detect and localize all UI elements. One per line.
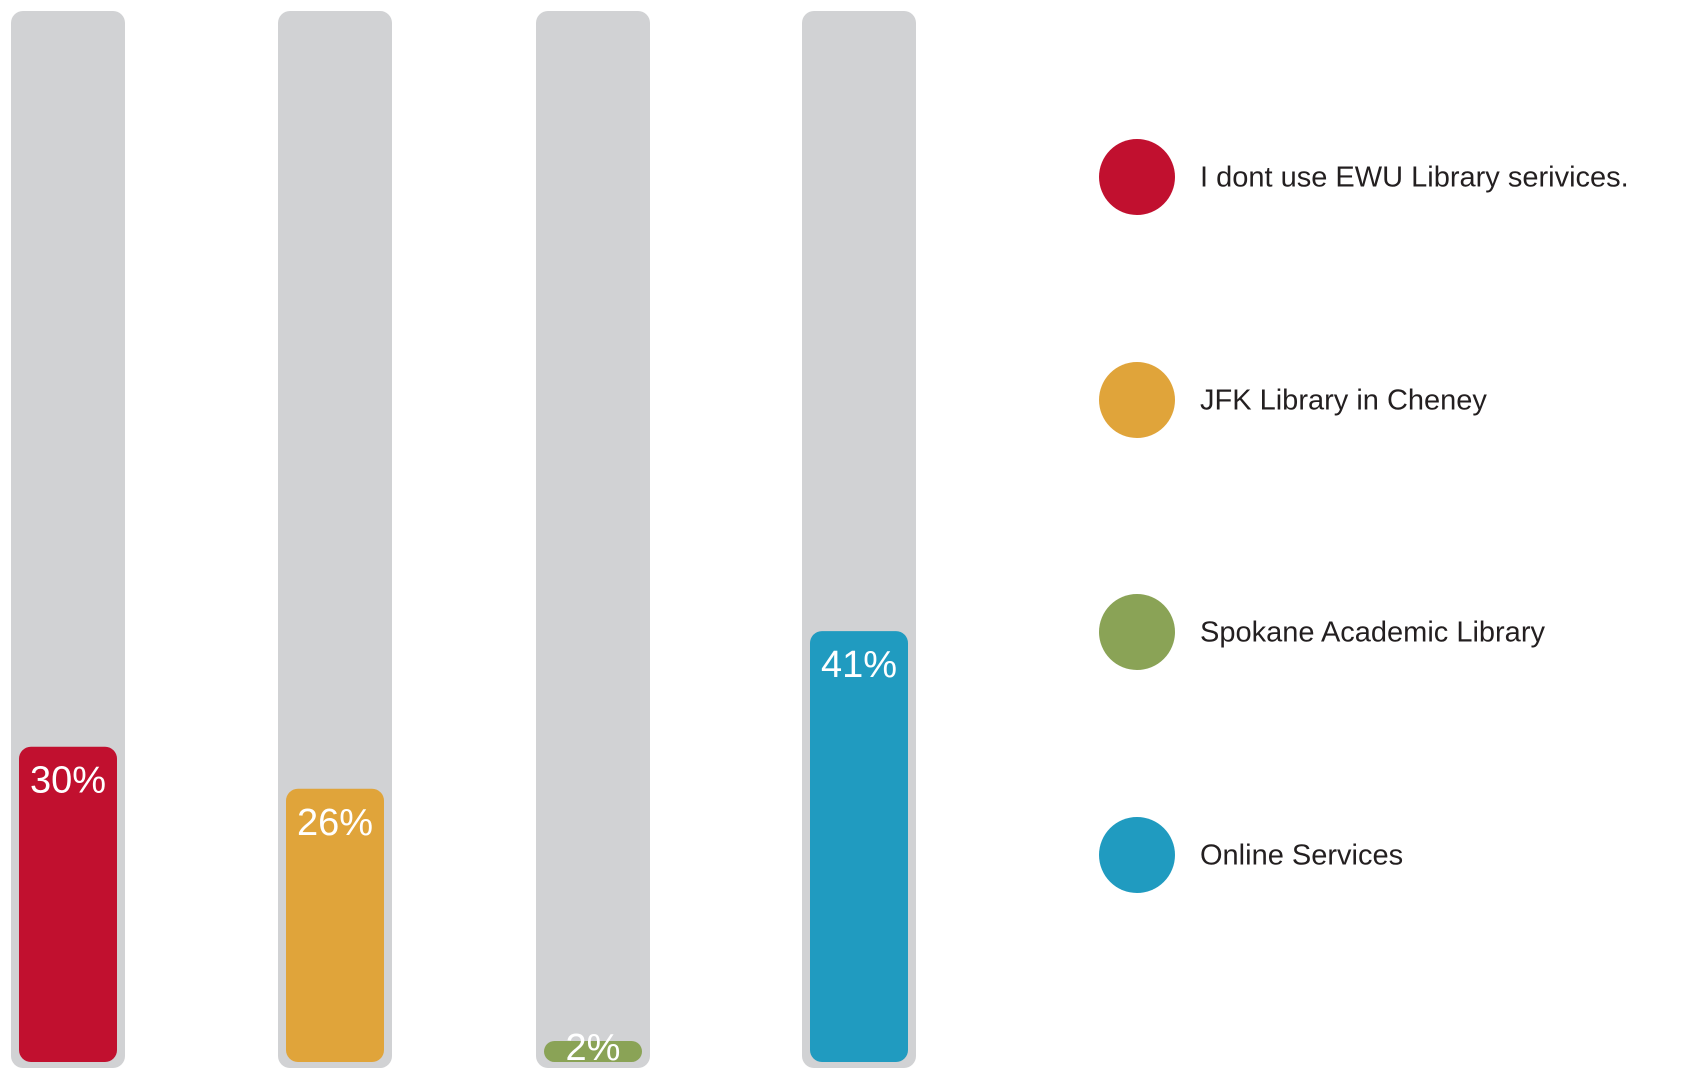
value-label: 30%	[30, 760, 106, 802]
value-label: 2%	[566, 1027, 621, 1069]
legend-swatch	[1099, 594, 1175, 670]
legend-swatch	[1099, 362, 1175, 438]
bar-track	[536, 11, 650, 1068]
legend-label: JFK Library in Cheney	[1200, 385, 1487, 417]
legend-label: Online Services	[1200, 840, 1403, 872]
bar	[544, 1040, 642, 1062]
value-label: 26%	[297, 802, 373, 844]
bar	[286, 788, 384, 1062]
legend-swatch	[1099, 817, 1175, 893]
value-label: 41%	[821, 644, 897, 686]
bar	[810, 631, 908, 1062]
legend-label: I dont use EWU Library serivices.	[1200, 162, 1629, 194]
legend-swatch	[1099, 139, 1175, 215]
bar	[19, 746, 117, 1062]
legend-label: Spokane Academic Library	[1200, 617, 1545, 649]
